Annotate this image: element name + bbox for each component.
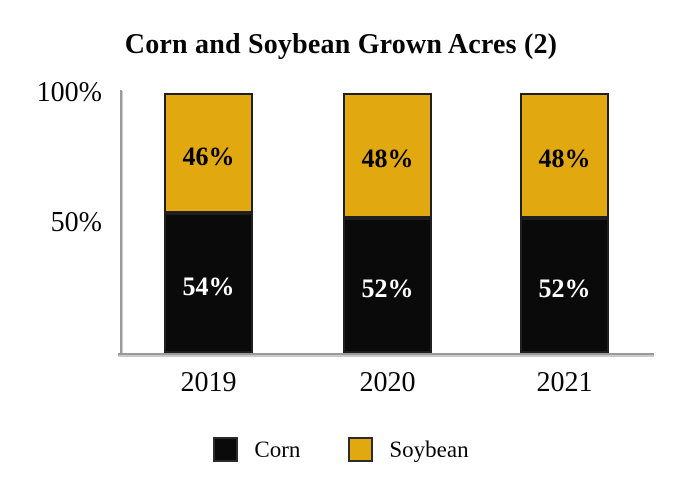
x-axis-category-label: 2020 [359, 367, 416, 398]
segment-value-label: 48% [361, 144, 414, 174]
segment-value-label: 54% [182, 271, 235, 301]
legend-label: Soybean [389, 437, 469, 462]
y-axis-line [120, 90, 122, 355]
legend-label: Corn [254, 437, 301, 462]
y-tick-label: 100% [36, 77, 102, 108]
segment-value-label: 52% [538, 274, 591, 304]
x-axis-category-label: 2019 [180, 367, 237, 398]
x-axis-category-label: 2021 [536, 367, 593, 398]
bar-group: 46% 54% [164, 93, 253, 353]
bar-group: 48% 52% [520, 93, 609, 353]
bar-segment-corn: 54% [164, 212, 253, 353]
bar-segment-soybean: 48% [520, 93, 609, 218]
bar-segment-corn: 52% [343, 217, 432, 353]
legend-item: Corn [213, 437, 300, 462]
x-axis-line [118, 353, 654, 355]
y-tick-label: 50% [50, 207, 102, 238]
segment-value-label: 48% [538, 144, 591, 174]
legend-item: Soybean [348, 437, 469, 462]
segment-value-label: 46% [182, 141, 235, 171]
bar-segment-soybean: 46% [164, 93, 253, 213]
segment-value-label: 52% [361, 274, 414, 304]
legend: Corn Soybean [0, 437, 682, 462]
legend-swatch-soybean [348, 437, 374, 462]
bar-segment-corn: 52% [520, 217, 609, 353]
chart-title: Corn and Soybean Grown Acres (2) [124, 29, 558, 60]
legend-swatch-corn [213, 437, 239, 462]
bar-segment-soybean: 48% [343, 93, 432, 218]
bar-group: 48% 52% [343, 93, 432, 353]
